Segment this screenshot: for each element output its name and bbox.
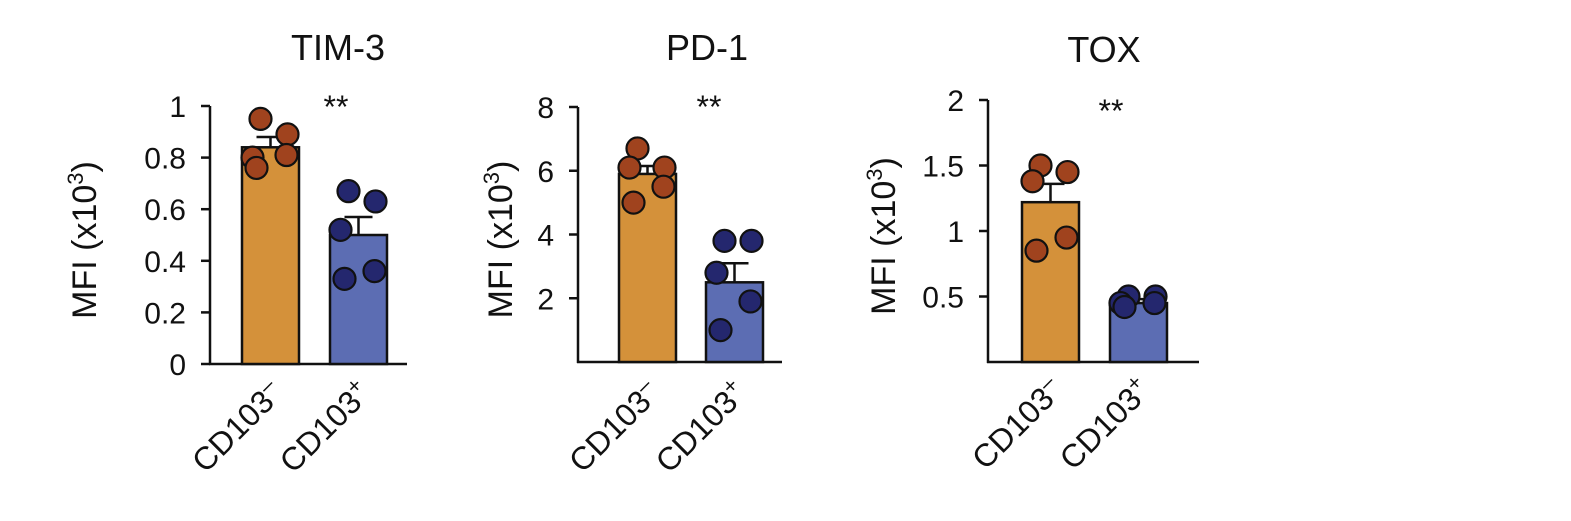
y-axis-label-close: )	[482, 161, 520, 172]
y-tick-label: 0.8	[144, 143, 186, 176]
significance-marker: **	[324, 89, 349, 125]
data-point	[1020, 169, 1045, 194]
y-axis-label-text: MFI (x10	[482, 184, 520, 318]
category-label-text: CD103	[1052, 381, 1148, 477]
data-point	[712, 228, 737, 253]
y-axis-label-text: MFI (x10	[66, 185, 104, 319]
y-axis-label: MFI (x103)	[862, 157, 903, 315]
y-axis-label-superscript: 3	[479, 172, 504, 184]
significance-marker: **	[1099, 93, 1124, 129]
category-label: CD103+	[1050, 369, 1157, 476]
data-point	[739, 228, 764, 253]
data-point	[275, 122, 300, 147]
y-tick-label: 0.4	[144, 246, 186, 279]
y-tick-label: 0.6	[144, 194, 186, 227]
category-label: CD103+	[270, 372, 377, 479]
y-tick-label: 0.2	[144, 297, 186, 330]
data-point	[1054, 225, 1079, 250]
y-tick-label: 0	[169, 349, 186, 382]
category-label: CD103+	[646, 372, 753, 479]
data-point	[274, 142, 299, 168]
data-point	[651, 174, 676, 199]
y-tick-label: 0.5	[922, 282, 964, 315]
data-point	[336, 179, 361, 204]
data-point	[1142, 290, 1167, 316]
y-axis-label-superscript: 3	[63, 172, 88, 184]
category-label-text: CD103	[965, 380, 1061, 476]
panel-tox: TOX MFI (x103) 0.5 1 1.5 2 CD103–CD103+ **	[862, 29, 1199, 476]
data-point	[244, 155, 269, 181]
data-point	[363, 189, 388, 214]
data-point	[1055, 159, 1080, 185]
bar-cd103-pos	[328, 233, 389, 366]
data-point	[1024, 238, 1049, 263]
y-tick-label: 8	[537, 92, 554, 125]
panel-tim-3: TIM-3 MFI (x103) 0 0.2 0.4 0.6 0.8 1 CD103–CD103…	[63, 27, 407, 479]
y-axis-label-text: MFI (x10	[865, 181, 903, 315]
data-point	[362, 259, 387, 284]
y-tick-label: 6	[537, 156, 554, 189]
data-point	[332, 266, 357, 291]
y-tick-label: 4	[537, 220, 554, 253]
data-point	[704, 260, 729, 285]
category-label-text: CD103	[648, 384, 744, 480]
panel-title: TOX	[1067, 29, 1140, 70]
bar-cd103-neg	[240, 146, 301, 366]
data-point	[621, 190, 646, 215]
significance-marker: **	[697, 89, 722, 125]
category-label: CD103–	[560, 372, 667, 479]
panel-title: TIM-3	[291, 27, 385, 68]
category-label: CD103–	[963, 369, 1070, 476]
data-point	[1112, 294, 1137, 320]
data-point	[708, 318, 733, 343]
data-point	[328, 217, 353, 242]
panel-title: PD-1	[666, 27, 748, 68]
data-point	[738, 289, 763, 314]
panel-pd-1: PD-1 MFI (x103) 2 4 6 8 CD103–CD103+ **	[479, 27, 782, 479]
category-label-text: CD103	[562, 383, 658, 479]
category-label-text: CD103	[272, 384, 368, 480]
y-tick-label: 2	[537, 283, 554, 316]
y-axis-label-close: )	[865, 157, 903, 168]
y-tick-label: 2	[947, 85, 964, 118]
y-axis-label: MFI (x103)	[63, 161, 104, 319]
y-tick-label: 1.5	[922, 151, 964, 184]
y-axis-label-close: )	[66, 161, 104, 172]
y-axis-label-superscript: 3	[862, 168, 887, 180]
y-tick-label: 1	[947, 216, 964, 249]
category-label: CD103–	[183, 372, 290, 479]
category-label-text: CD103	[185, 383, 281, 479]
y-tick-label: 1	[169, 91, 186, 124]
data-point	[248, 106, 273, 132]
data-point	[617, 155, 642, 180]
y-axis-label: MFI (x103)	[479, 161, 520, 319]
